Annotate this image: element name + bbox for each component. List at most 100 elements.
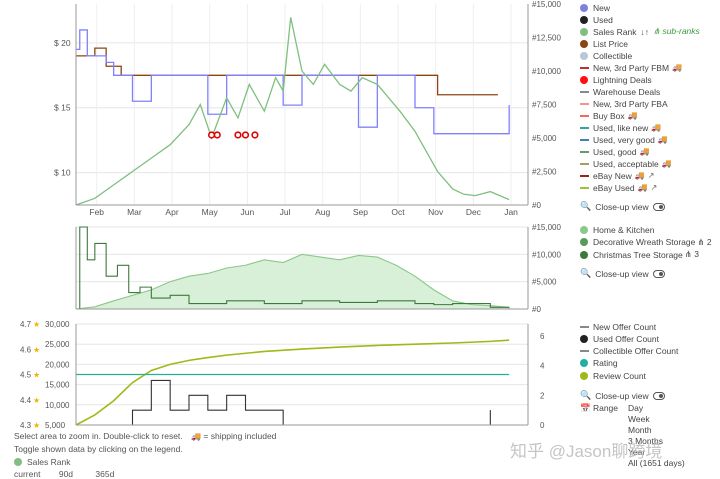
left-tick-label: $ 15	[54, 103, 71, 113]
legend-swatch	[580, 238, 588, 246]
range-option-all-1651-days-[interactable]: All (1651 days)	[628, 458, 685, 468]
legend-item-used-very-good[interactable]: Used, very good 🚚	[580, 134, 668, 145]
series-used-offer-count	[113, 379, 491, 426]
right-tick-label: #7,500	[532, 101, 557, 110]
right-tick-label: #10,000	[532, 250, 561, 259]
legend-swatch	[580, 325, 589, 328]
legend-label: Collectible Offer Count	[593, 346, 679, 357]
legend-item-collectible-offer-count[interactable]: Collectible Offer Count	[580, 346, 678, 357]
legend-item-collectible[interactable]: Collectible	[580, 50, 632, 61]
hierarchy-icon: ⋔ 3	[684, 249, 699, 259]
truck-icon: 🚚	[651, 123, 662, 132]
stat-90d: 90d	[58, 469, 74, 479]
legend-item-decorative-wreath-storage[interactable]: Decorative Wreath Storage ⋔ 2	[580, 237, 712, 248]
month-tick-label: Feb	[89, 207, 104, 217]
toggle-icon	[652, 269, 665, 278]
range-option-week[interactable]: Week	[628, 414, 650, 424]
legend-label: New Offer Count	[593, 321, 657, 332]
legend-item-used[interactable]: Used	[580, 14, 613, 25]
panel1-grid	[76, 4, 528, 205]
closeup-toggle-mid[interactable]: 🔍 Close-up view	[580, 268, 665, 279]
star-icon: ★	[33, 320, 40, 329]
legend-swatch	[580, 334, 588, 343]
magnifier-icon: 🔍	[580, 268, 592, 278]
right-tick-label: #15,000	[532, 0, 561, 9]
legend-swatch	[580, 90, 589, 93]
star-icon: ★	[33, 345, 40, 354]
inner-left-tick-label: 15,000	[45, 381, 70, 390]
month-tick-label: Mar	[127, 207, 142, 217]
sort-icon[interactable]: ↓↑	[640, 26, 649, 37]
closeup-label: Close-up view	[595, 268, 649, 279]
range-option-day[interactable]: Day	[628, 403, 644, 413]
legend-item-warehouse-deals[interactable]: Warehouse Deals	[580, 86, 660, 97]
closeup-label: Close-up view	[595, 201, 649, 212]
legend-label: Used Offer Count	[593, 333, 659, 344]
legend-item-used-like-new[interactable]: Used, like new 🚚	[580, 122, 661, 133]
rating-tick-label: 4.4	[20, 396, 32, 405]
legend-item-sales-rank[interactable]: Sales Rank ↓↑ ⋔ sub-ranks	[580, 26, 700, 37]
legend-swatch	[580, 3, 588, 12]
legend-item-list-price[interactable]: List Price	[580, 38, 628, 49]
truck-icon: 🚚	[657, 135, 668, 144]
range-option-year[interactable]: Year	[628, 447, 646, 457]
external-link-icon[interactable]: ↗	[650, 183, 658, 192]
legend-item-review-count[interactable]: Review Count	[580, 370, 646, 381]
toggle-icon	[652, 391, 665, 400]
legend-item-ebay-new[interactable]: eBay New 🚚 ↗	[580, 170, 654, 181]
legend-label: eBay Used	[593, 182, 635, 193]
month-tick-label: Jan	[504, 207, 518, 217]
truck-icon: 🚚	[672, 63, 683, 72]
legend-item-new[interactable]: New	[580, 2, 610, 13]
legend-swatch	[580, 51, 588, 60]
legend-item-buy-box[interactable]: Buy Box 🚚	[580, 110, 638, 121]
legend-item-new-3rd-party-fbm[interactable]: New, 3rd Party FBM 🚚	[580, 62, 682, 73]
range-option-month[interactable]: Month	[628, 425, 652, 435]
external-link-icon[interactable]: ↗	[647, 171, 655, 180]
footer-stats: current 90d 365d	[14, 469, 114, 479]
closeup-toggle-bottom[interactable]: 🔍 Close-up view	[580, 390, 665, 401]
right-tick-label: #12,500	[532, 34, 561, 43]
legend-swatch	[580, 371, 588, 380]
sub-ranks-link[interactable]: ⋔ sub-ranks	[652, 26, 700, 36]
legend-item-rating[interactable]: Rating	[580, 358, 618, 369]
closeup-toggle-top[interactable]: 🔍 Close-up view	[580, 201, 665, 212]
legend-item-used-good[interactable]: Used, good 🚚	[580, 146, 649, 157]
legend-swatch	[580, 350, 589, 353]
footer-sales-rank[interactable]: Sales Rank	[14, 457, 70, 467]
legend-item-lightning-deals[interactable]: Lightning Deals	[580, 74, 652, 85]
legend-label: Rating	[593, 358, 618, 369]
legend-swatch	[580, 27, 588, 36]
stat-current: current	[14, 469, 41, 479]
legend-item-new-offer-count[interactable]: New Offer Count	[580, 321, 656, 332]
legend-item-used-acceptable[interactable]: Used, acceptable 🚚	[580, 158, 672, 169]
right-tick-label: #2,500	[532, 168, 557, 177]
month-tick-label: Sep	[353, 207, 368, 217]
legend-item-used-offer-count[interactable]: Used Offer Count	[580, 333, 659, 344]
right-tick-label: #15,000	[532, 223, 561, 232]
legend-label: Review Count	[593, 370, 646, 381]
inner-left-tick-label: 30,000	[45, 320, 70, 329]
left-tick-label: $ 20	[54, 38, 71, 48]
legend-swatch	[580, 250, 588, 259]
legend-item-christmas-tree-storage[interactable]: Christmas Tree Storage ⋔ 3	[580, 249, 699, 260]
star-icon: ★	[33, 396, 40, 405]
truck-icon: 🚚	[634, 171, 645, 180]
legend-swatch	[580, 126, 589, 129]
legend-swatch	[580, 162, 589, 165]
rating-tick-label: 4.6	[20, 345, 32, 354]
range-option-3-months[interactable]: 3 Months	[628, 436, 663, 446]
series-sales-rank	[75, 17, 510, 206]
series-review-count	[75, 339, 510, 426]
legend-item-ebay-used[interactable]: eBay Used 🚚 ↗	[580, 182, 657, 193]
legend-swatch	[580, 15, 588, 24]
legend-label: Used	[593, 14, 613, 25]
legend-item-new-3rd-party-fba[interactable]: New, 3rd Party FBA	[580, 98, 668, 109]
legend-label: Used, good	[593, 146, 637, 157]
rating-tick-label: 4.5	[20, 371, 32, 380]
inner-left-tick-label: 25,000	[45, 340, 70, 349]
rating-tick-label: 4.7	[20, 320, 32, 329]
closeup-label: Close-up view	[595, 390, 649, 401]
legend-item-home-kitchen[interactable]: Home & Kitchen	[580, 224, 654, 235]
